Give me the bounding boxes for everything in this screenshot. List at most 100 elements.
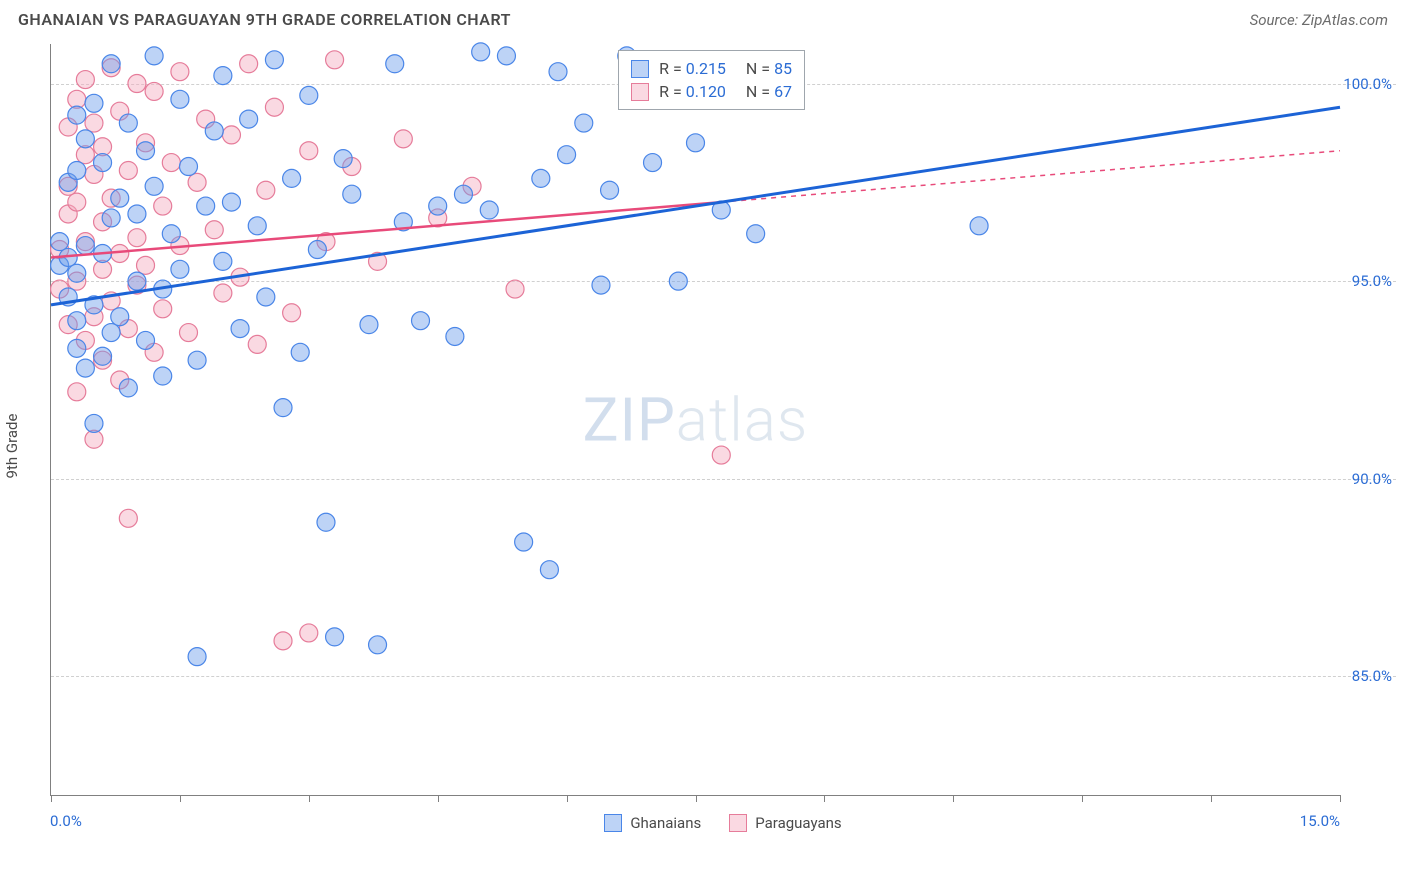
data-point xyxy=(76,71,94,89)
data-point xyxy=(162,225,180,243)
x-tick xyxy=(953,795,954,802)
rbox-r-label: R = 0.120 xyxy=(659,82,726,101)
data-point xyxy=(145,82,163,100)
data-point xyxy=(222,126,240,144)
data-point xyxy=(171,63,189,81)
data-point xyxy=(68,339,86,357)
data-point xyxy=(197,197,215,215)
data-point xyxy=(472,43,490,61)
data-point xyxy=(68,264,86,282)
data-point xyxy=(248,335,266,353)
rbox-row: R = 0.120 N = 67 xyxy=(631,80,792,103)
data-point xyxy=(68,193,86,211)
data-point xyxy=(386,55,404,73)
data-point xyxy=(274,399,292,417)
data-point xyxy=(179,324,197,342)
legend-item: Paraguayans xyxy=(729,814,841,832)
chart-area: ZIPatlas R = 0.215N = 85R = 0.120N = 67 … xyxy=(50,44,1396,832)
data-point xyxy=(214,252,232,270)
data-point xyxy=(326,51,344,69)
data-point xyxy=(214,67,232,85)
data-point xyxy=(111,308,129,326)
data-point xyxy=(360,316,378,334)
legend-item: Ghanaians xyxy=(604,814,701,832)
data-point xyxy=(480,201,498,219)
data-point xyxy=(179,158,197,176)
data-point xyxy=(343,185,361,203)
data-point xyxy=(68,312,86,330)
data-point xyxy=(747,225,765,243)
data-point xyxy=(102,324,120,342)
y-tick-label: 95.0% xyxy=(1352,272,1392,290)
data-point xyxy=(240,55,258,73)
chart-title: GHANAIAN VS PARAGUAYAN 9TH GRADE CORRELA… xyxy=(18,10,511,29)
data-point xyxy=(334,150,352,168)
data-point xyxy=(429,197,447,215)
data-point xyxy=(326,628,344,646)
data-point xyxy=(283,169,301,187)
rbox-swatch xyxy=(631,83,649,101)
rbox-n-label: N = 67 xyxy=(746,82,792,101)
data-point xyxy=(51,233,69,251)
data-point xyxy=(644,154,662,172)
legend-label: Paraguayans xyxy=(755,814,841,832)
data-point xyxy=(497,47,515,65)
data-point xyxy=(171,260,189,278)
x-tick xyxy=(567,795,568,802)
data-point xyxy=(76,359,94,377)
data-point xyxy=(506,280,524,298)
legend-swatch xyxy=(604,814,622,832)
data-point xyxy=(76,237,94,255)
data-point xyxy=(128,75,146,93)
data-point xyxy=(137,331,155,349)
data-point xyxy=(687,134,705,152)
data-point xyxy=(111,189,129,207)
data-point xyxy=(85,414,103,432)
data-point xyxy=(317,513,335,531)
plot-area: ZIPatlas R = 0.215N = 85R = 0.120N = 67 … xyxy=(50,44,1340,796)
data-point xyxy=(222,193,240,211)
data-point xyxy=(188,648,206,666)
data-point xyxy=(369,636,387,654)
plot-svg xyxy=(51,44,1340,795)
data-point xyxy=(446,327,464,345)
data-point xyxy=(94,154,112,172)
data-point xyxy=(137,256,155,274)
data-point xyxy=(145,47,163,65)
data-point xyxy=(128,205,146,223)
data-point xyxy=(291,343,309,361)
data-point xyxy=(205,221,223,239)
legend: Ghanaians Paraguayans xyxy=(50,814,1396,832)
data-point xyxy=(308,241,326,259)
x-tick xyxy=(309,795,310,802)
data-point xyxy=(257,181,275,199)
data-point xyxy=(231,320,249,338)
data-point xyxy=(248,217,266,235)
y-tick-label: 90.0% xyxy=(1352,470,1392,488)
data-point xyxy=(137,142,155,160)
data-point xyxy=(85,114,103,132)
data-point xyxy=(119,379,137,397)
rbox-row: R = 0.215N = 85 xyxy=(631,57,792,80)
x-tick xyxy=(51,795,52,802)
data-point xyxy=(575,114,593,132)
trend-line xyxy=(721,151,1340,202)
data-point xyxy=(85,94,103,112)
data-point xyxy=(712,446,730,464)
data-point xyxy=(119,509,137,527)
data-point xyxy=(214,284,232,302)
data-point xyxy=(119,161,137,179)
data-point xyxy=(669,272,687,290)
rbox-r-label: R = 0.215 xyxy=(659,59,726,78)
data-point xyxy=(300,142,318,160)
correlation-box: R = 0.215N = 85 R = 0.120 N = 67 xyxy=(618,50,805,110)
data-point xyxy=(283,304,301,322)
data-point xyxy=(154,367,172,385)
data-point xyxy=(601,181,619,199)
data-point xyxy=(188,351,206,369)
x-tick xyxy=(696,795,697,802)
data-point xyxy=(154,197,172,215)
data-point xyxy=(558,146,576,164)
data-point xyxy=(154,300,172,318)
data-point xyxy=(532,169,550,187)
